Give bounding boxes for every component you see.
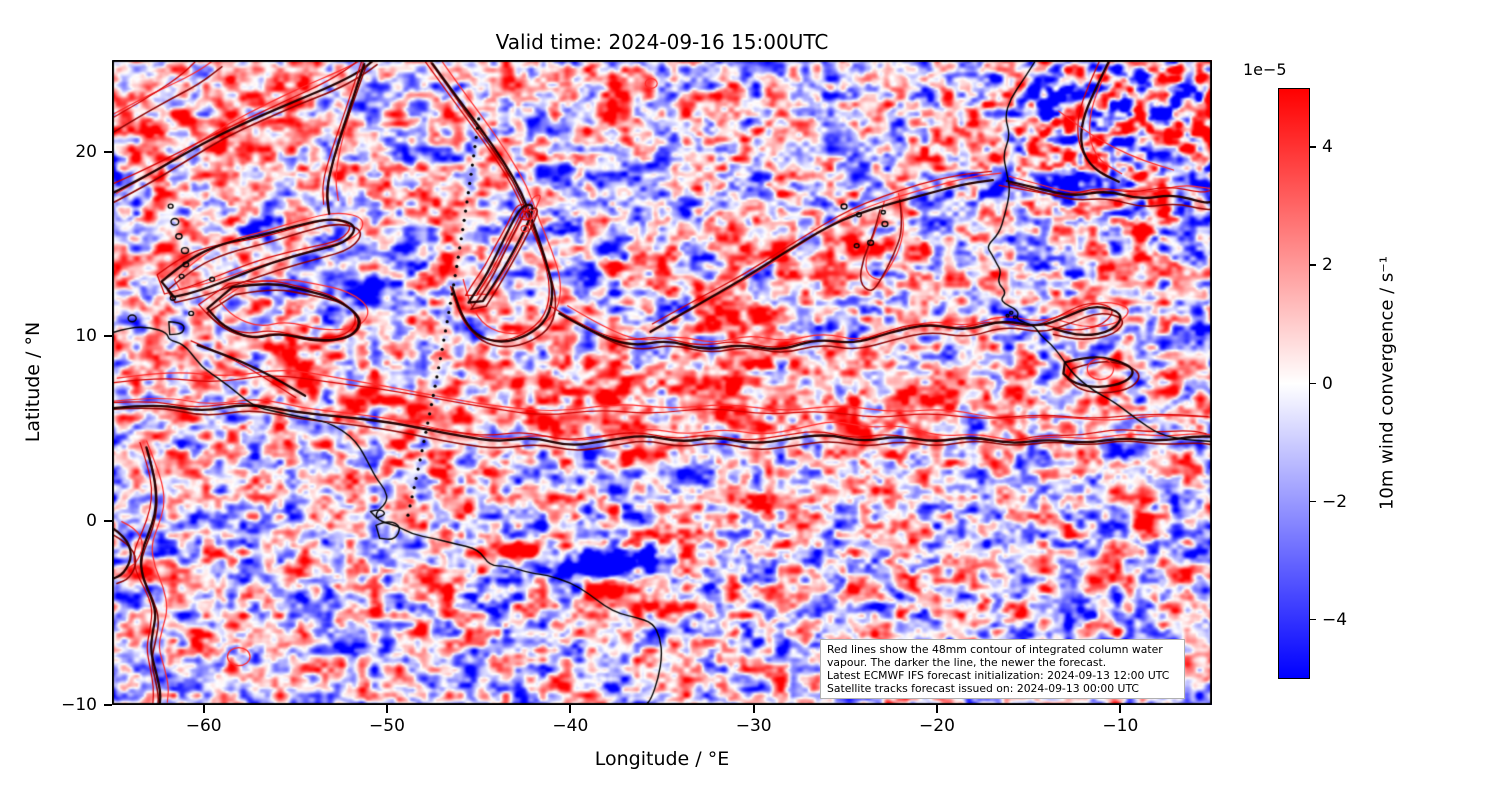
colorbar-tick-label: 2: [1322, 255, 1333, 276]
annotation-line: vapour. The darker the line, the newer t…: [827, 656, 1107, 669]
colorbar-tick: [1310, 618, 1316, 621]
plot-title: Valid time: 2024-09-16 15:00UTC: [495, 30, 829, 54]
colorbar-scale-label: 1e−5: [1243, 60, 1287, 79]
y-tick-label: 0: [86, 510, 97, 531]
annotation-line: Satellite tracks forecast issued on: 202…: [827, 682, 1139, 695]
y-tick: [104, 519, 112, 522]
annotation-line: Latest ECMWF IFS forecast initialization…: [827, 669, 1170, 682]
colorbar: [1278, 88, 1310, 679]
colorbar-tick: [1310, 146, 1316, 148]
y-tick-label: −10: [61, 695, 97, 715]
colorbar-tick: [1310, 500, 1316, 503]
colorbar-tick-label: 0: [1322, 373, 1333, 394]
annotation-line: Red lines show the 48mm contour of integ…: [827, 643, 1163, 656]
x-tick-label: −50: [369, 716, 405, 736]
annotation-box: Red lines show the 48mm contour of integ…: [820, 639, 1185, 699]
y-tick: [104, 335, 112, 338]
colorbar-tick: [1310, 382, 1316, 385]
x-tick: [202, 705, 205, 713]
y-tick-label: 20: [75, 142, 97, 163]
x-axis-label: Longitude / °E: [594, 748, 730, 770]
colorbar-tick-label: −2: [1322, 491, 1348, 512]
x-tick: [752, 705, 755, 713]
y-tick: [104, 704, 112, 706]
x-tick-label: −20: [919, 716, 955, 736]
x-tick-label: −60: [185, 716, 222, 736]
y-tick: [104, 151, 112, 154]
colorbar-tick: [1310, 264, 1316, 266]
colorbar-tick-label: 4: [1322, 137, 1333, 158]
y-tick-label: 10: [75, 326, 97, 347]
map-canvas: [112, 60, 1212, 705]
x-tick: [1119, 705, 1122, 713]
x-tick-label: −30: [735, 716, 772, 736]
x-tick: [936, 705, 938, 713]
x-tick-label: −40: [552, 716, 589, 736]
x-tick: [569, 705, 572, 713]
colorbar-tick-label: −4: [1322, 609, 1348, 630]
x-tick: [386, 705, 388, 713]
x-tick-label: −10: [1102, 716, 1139, 736]
colorbar-label: 10m wind convergence / s⁻¹: [1376, 255, 1398, 511]
